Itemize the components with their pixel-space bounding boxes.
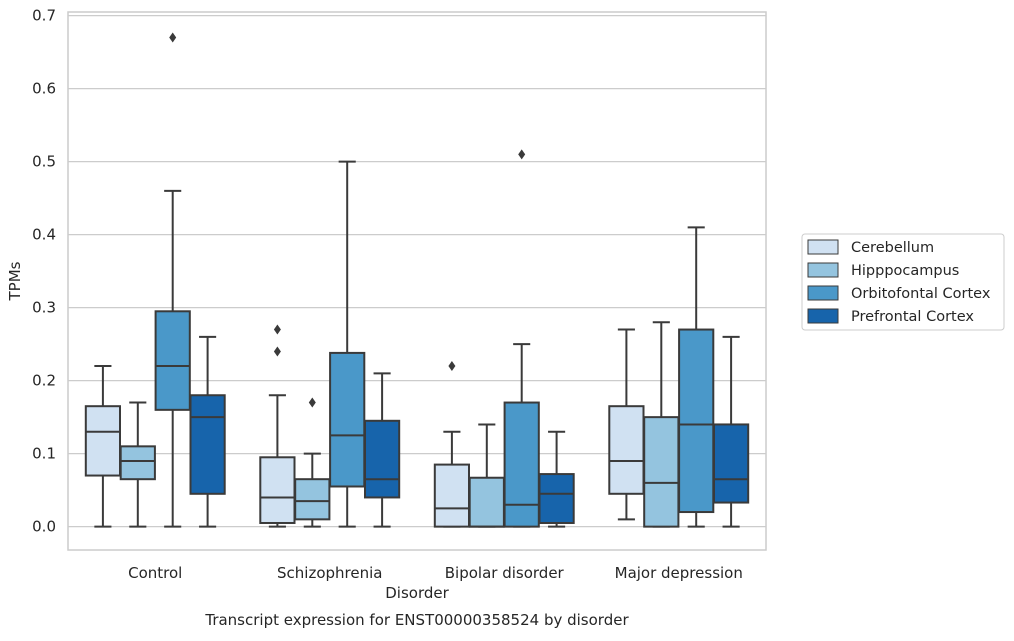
box-group: [154, 32, 191, 528]
box-rect: [329, 351, 366, 488]
box-rect: [643, 416, 680, 528]
box-rect: [712, 423, 750, 504]
series-orbitofontal-cortex: [154, 32, 715, 528]
legend-swatch: [807, 308, 839, 324]
x-tick-label: Schizophrenia: [277, 564, 382, 582]
legend-items: Cerebellum Hipppocampus Orbitofontal Corte…: [807, 239, 991, 325]
box-rect: [154, 310, 191, 411]
y-tick-label: 0.3: [32, 299, 56, 317]
legend-label: Hipppocampus: [851, 263, 959, 279]
x-axis-ticks: Control Schizophrenia Bipolar disorder Majo…: [128, 564, 743, 582]
y-axis-label: TPMs: [6, 261, 24, 301]
box-rect: [84, 405, 122, 477]
box-group: [643, 321, 680, 528]
box-group: [363, 372, 401, 528]
outlier-point: [273, 324, 281, 335]
box-group: [119, 401, 156, 528]
box-group: [259, 324, 296, 528]
box-rect: [189, 394, 226, 495]
y-tick-label: 0.5: [32, 153, 56, 171]
box-group: [503, 149, 540, 528]
box-group: [712, 335, 750, 528]
box-group: [329, 160, 366, 528]
box-group: [433, 361, 471, 528]
x-tick-label: Major depression: [615, 564, 743, 582]
y-tick-label: 0.7: [32, 7, 56, 25]
outlier-point: [273, 346, 281, 357]
legend-label: Orbitofontal Cortex: [851, 286, 991, 302]
legend: Cerebellum Hipppocampus Orbitofontal Corte…: [801, 233, 1005, 331]
x-axis-label: Disorder: [385, 584, 449, 602]
outlier-point: [448, 361, 456, 372]
series-hipppocampus: [119, 321, 680, 528]
legend-label: Cerebellum: [851, 240, 934, 256]
box-group: [608, 328, 645, 521]
y-tick-label: 0.6: [32, 80, 56, 98]
legend-swatch: [807, 262, 839, 278]
y-tick-label: 0.4: [32, 226, 56, 244]
plot-frame: [67, 11, 767, 551]
legend-label: Prefrontal Cortex: [851, 309, 974, 325]
box-rect: [608, 405, 645, 495]
box-rect: [294, 478, 331, 521]
box-rect: [259, 456, 296, 524]
x-tick-label: Control: [128, 564, 182, 582]
box-rect: [433, 463, 471, 528]
outlier-point: [518, 149, 526, 160]
outlier-point: [308, 397, 316, 408]
box-group: [678, 226, 715, 528]
outlier-point: [169, 32, 177, 43]
box-group: [468, 423, 505, 528]
box-rect: [468, 476, 505, 528]
legend-swatch: [807, 285, 839, 301]
box-rect: [503, 401, 540, 528]
box-group: [294, 397, 331, 528]
box-rect: [363, 419, 401, 499]
box-group: [84, 365, 122, 528]
y-axis-ticks: 0.0 0.1 0.2 0.3 0.4 0.5 0.6 0.7: [32, 7, 56, 536]
y-tick-label: 0.1: [32, 445, 56, 463]
chart-caption: Transcript expression for ENST0000035852…: [204, 611, 629, 629]
box-group: [189, 335, 226, 528]
box-group: [538, 430, 575, 528]
x-tick-label: Bipolar disorder: [445, 564, 565, 582]
box-rect: [119, 445, 156, 481]
box-series: [84, 32, 750, 528]
box-rect: [678, 328, 715, 514]
legend-frame: [801, 233, 1005, 331]
legend-swatch: [807, 239, 839, 255]
box-rect: [538, 473, 575, 524]
series-prefrontal-cortex: [189, 335, 750, 528]
y-tick-label: 0.2: [32, 372, 56, 390]
y-tick-label: 0.0: [32, 518, 56, 536]
